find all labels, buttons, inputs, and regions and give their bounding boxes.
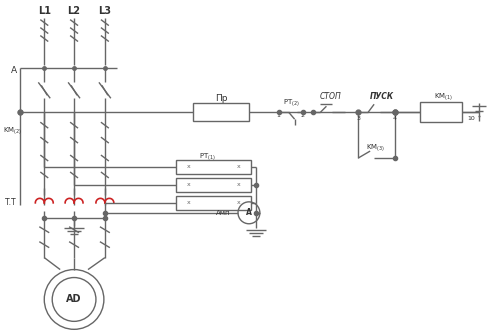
Bar <box>176 178 251 192</box>
Text: 4: 4 <box>393 116 397 121</box>
Text: Т.Т: Т.Т <box>4 198 16 207</box>
Text: 10: 10 <box>468 116 475 121</box>
Text: L1: L1 <box>38 6 51 16</box>
Text: KM$_{(2)}$: KM$_{(2)}$ <box>3 125 22 136</box>
Text: L3: L3 <box>98 6 112 16</box>
Text: 4: 4 <box>428 116 432 121</box>
Bar <box>420 102 462 122</box>
Text: KM$_{(1)}$: KM$_{(1)}$ <box>434 91 454 102</box>
Bar <box>194 103 249 121</box>
Text: x: x <box>237 165 241 169</box>
Text: РТ$_{(1)}$: РТ$_{(1)}$ <box>198 152 216 163</box>
Text: 2: 2 <box>300 113 304 118</box>
Bar <box>176 160 251 174</box>
Text: AD: AD <box>66 294 82 304</box>
Text: ПУСК: ПУСК <box>370 92 394 101</box>
Text: x: x <box>186 200 190 205</box>
Text: СТОП: СТОП <box>320 92 342 101</box>
Text: 3: 3 <box>356 116 360 121</box>
Text: x: x <box>186 165 190 169</box>
Text: L2: L2 <box>68 6 80 16</box>
Text: x: x <box>186 182 190 187</box>
Text: Пр: Пр <box>215 94 228 103</box>
Text: A: A <box>246 208 252 217</box>
Text: KM$_{(3)}$: KM$_{(3)}$ <box>366 143 384 154</box>
Text: x: x <box>237 182 241 187</box>
Text: 1: 1 <box>277 113 280 118</box>
Text: A: A <box>12 66 18 75</box>
Bar <box>176 196 251 210</box>
Text: x: x <box>237 200 241 205</box>
Text: Амп: Амп <box>216 210 230 216</box>
Text: РТ$_{(2)}$: РТ$_{(2)}$ <box>283 97 300 108</box>
